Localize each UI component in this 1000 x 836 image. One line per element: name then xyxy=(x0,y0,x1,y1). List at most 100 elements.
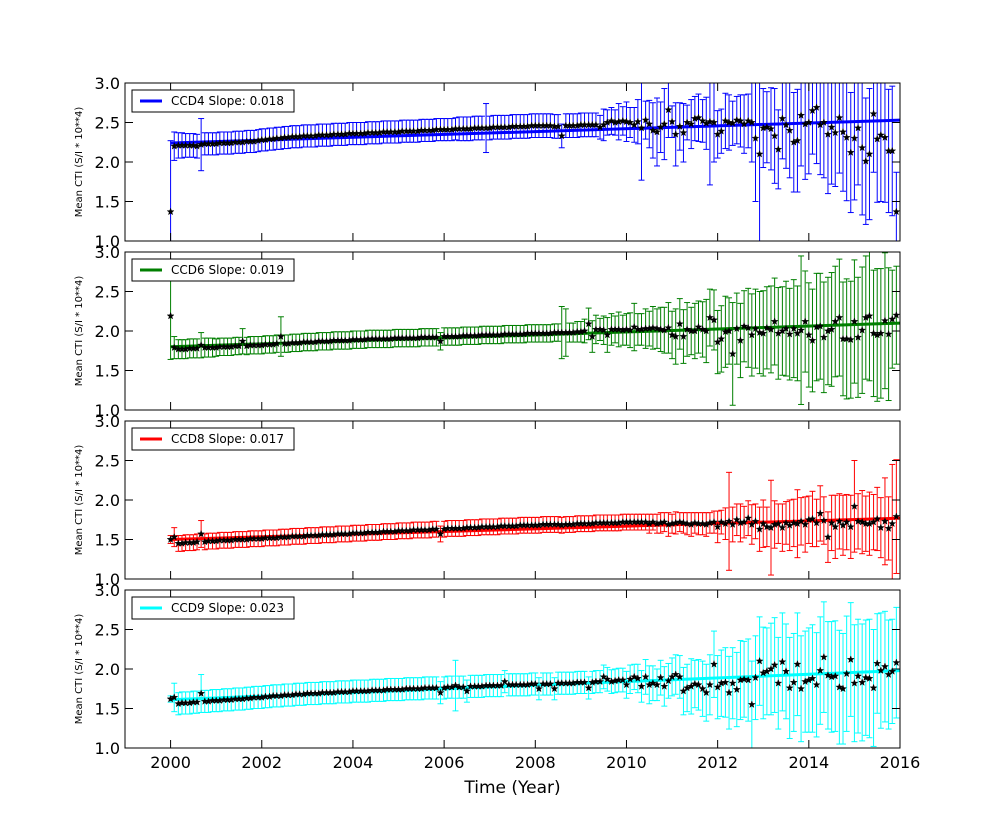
data-point xyxy=(648,517,657,526)
data-point xyxy=(580,678,589,686)
data-point xyxy=(637,123,646,132)
data-point xyxy=(588,332,597,340)
data-point xyxy=(197,341,206,349)
data-point xyxy=(626,118,635,126)
data-point xyxy=(596,677,604,686)
data-point xyxy=(884,524,893,532)
data-point xyxy=(747,118,756,126)
y-tick-label: 1.0 xyxy=(95,739,120,758)
data-point xyxy=(550,684,559,693)
y-axis-label: Mean CTI (S/I * 10**4) xyxy=(74,445,85,556)
data-point xyxy=(675,319,684,328)
data-point xyxy=(747,330,756,339)
data-point xyxy=(819,516,828,524)
plot-area-2 xyxy=(166,252,900,406)
data-point xyxy=(884,329,893,338)
data-point xyxy=(774,519,783,528)
data-point xyxy=(721,116,730,125)
y-tick-label: 1.5 xyxy=(95,531,120,550)
y-tick-label: 3.0 xyxy=(95,74,120,93)
data-point xyxy=(653,680,661,689)
legend-box xyxy=(131,258,295,282)
data-point xyxy=(546,679,555,688)
data-point xyxy=(603,675,612,683)
data-point xyxy=(751,134,760,142)
data-point xyxy=(462,686,471,695)
x-tick-label: 2002 xyxy=(241,753,282,772)
data-point xyxy=(728,349,737,358)
y-tick-label: 1.5 xyxy=(95,362,120,381)
data-point xyxy=(785,683,794,692)
data-point xyxy=(876,130,885,139)
data-point xyxy=(687,119,696,128)
data-point xyxy=(710,315,718,324)
legend: CCD4 Slope: 0.018 xyxy=(131,89,295,113)
data-point xyxy=(888,146,897,155)
data-point xyxy=(694,113,703,122)
data-point xyxy=(827,123,836,131)
data-point xyxy=(824,130,832,138)
data-point xyxy=(660,682,669,690)
data-point xyxy=(850,317,859,325)
data-point xyxy=(166,311,175,320)
x-tick-label: 2006 xyxy=(424,753,465,772)
data-point xyxy=(782,324,790,333)
data-point xyxy=(728,520,737,528)
plot-area-4 xyxy=(166,601,900,748)
data-point xyxy=(869,683,878,692)
legend-box xyxy=(131,596,295,620)
data-point xyxy=(193,698,201,706)
y-tick-label: 3.0 xyxy=(95,581,120,600)
data-point xyxy=(789,324,798,333)
data-point xyxy=(850,134,859,142)
y-tick-label: 1.5 xyxy=(95,193,120,212)
data-point xyxy=(193,537,201,546)
data-point xyxy=(835,517,844,525)
x-tick-label: 2010 xyxy=(606,753,647,772)
data-point xyxy=(641,672,650,681)
data-point xyxy=(770,131,779,140)
data-point xyxy=(865,674,874,682)
data-point xyxy=(873,134,882,143)
data-point xyxy=(459,682,468,691)
y-tick-label: 2.0 xyxy=(95,660,120,679)
data-point xyxy=(793,660,802,668)
data-point xyxy=(861,157,870,165)
data-point xyxy=(618,675,627,684)
panel-3: 1.0 1.5 2.0 2.5 3.0 Mean CTI (S/I * 10**4) CCD… xyxy=(74,412,901,589)
data-point xyxy=(778,523,787,532)
y-axis-label: Mean CTI (S/I * 10**4) xyxy=(74,614,85,725)
data-point xyxy=(873,514,882,523)
data-point xyxy=(599,326,608,334)
data-point xyxy=(534,684,543,693)
data-point xyxy=(770,317,779,325)
fit-line xyxy=(170,118,900,145)
data-point xyxy=(725,517,734,525)
plot-area-1 xyxy=(166,83,900,241)
x-tick-label: 2014 xyxy=(788,753,829,772)
data-point xyxy=(717,127,726,135)
data-point xyxy=(816,322,825,330)
data-point xyxy=(873,659,882,667)
legend-label: CCD8 Slope: 0.017 xyxy=(171,432,284,446)
data-point xyxy=(759,329,768,337)
data-point xyxy=(819,118,828,126)
data-point xyxy=(580,326,589,335)
data-point xyxy=(808,674,817,682)
data-point xyxy=(633,117,642,126)
y-axis-label: Mean CTI (S/I * 10**4) xyxy=(74,276,85,387)
data-point xyxy=(778,657,787,666)
x-tick-label: 2008 xyxy=(515,753,556,772)
data-point xyxy=(816,666,825,674)
data-point xyxy=(819,333,828,341)
data-point xyxy=(793,136,802,145)
data-point xyxy=(858,326,867,334)
data-point xyxy=(876,523,885,532)
data-point xyxy=(683,519,692,528)
data-point xyxy=(702,326,711,335)
data-point xyxy=(531,679,540,688)
data-point xyxy=(170,532,179,541)
data-point xyxy=(671,670,680,678)
legend-label: CCD4 Slope: 0.018 xyxy=(171,94,284,108)
